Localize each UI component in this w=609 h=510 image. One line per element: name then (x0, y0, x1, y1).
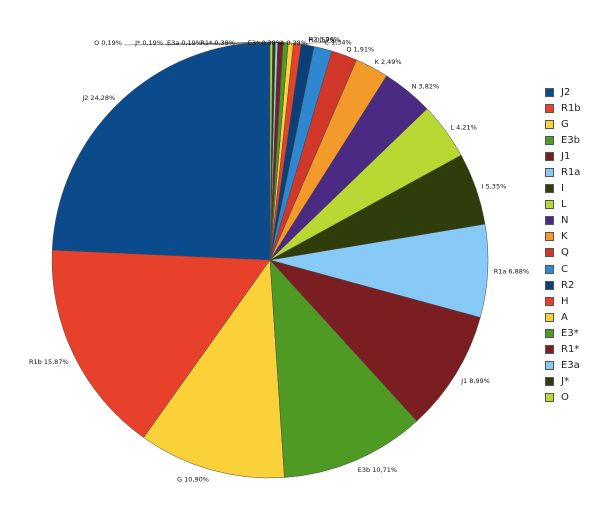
slice-label: R1a 6,88% (494, 267, 529, 275)
legend-label: R1a (561, 167, 581, 179)
leader-line (236, 42, 281, 46)
pie-slices (51, 41, 489, 479)
slice-label: R2 0,96% (309, 35, 340, 43)
legend-item: I (545, 181, 605, 197)
slice-label: R1* 0,38% (200, 39, 235, 47)
slice-label: C 1,34% (324, 39, 351, 47)
legend-swatch (545, 151, 554, 161)
legend-label: R2 (561, 279, 575, 291)
legend-label: N (561, 215, 569, 227)
slice-label: N 3,82% (412, 82, 440, 90)
legend-label: E3a (561, 360, 580, 372)
legend-item: E3b (545, 132, 605, 148)
legend-item: R1* (545, 342, 605, 358)
legend-swatch (545, 328, 554, 338)
legend-label: C (561, 263, 568, 275)
legend-item: R1b (545, 100, 605, 116)
leader-line (297, 41, 339, 44)
legend-label: J1 (561, 150, 571, 162)
slice-label: J2 24,28% (81, 94, 115, 102)
slice-label: G 10,90% (177, 476, 209, 484)
pie-slice-g (143, 259, 285, 479)
slice-labels: J2 24,28% R1b 15,87% G 10,90% E3b 10,71% J1 … (29, 35, 529, 483)
leader-lines (123, 41, 339, 46)
legend-item: E3a (545, 358, 605, 374)
legend-item: K (545, 229, 605, 245)
legend-swatch (545, 345, 554, 355)
legend-swatch (545, 280, 554, 290)
legend-label: G (561, 118, 569, 130)
legend-swatch (545, 200, 554, 210)
legend: J2 R1b G E3b J1 R1a I L N K Q C R2 H A E3* R1* E3a J* O (545, 84, 605, 406)
legend-item: C (545, 261, 605, 277)
legend-swatch (545, 119, 554, 129)
slice-label: J1 8,99% (460, 377, 490, 385)
legend-item: L (545, 197, 605, 213)
legend-item: J2 (545, 84, 605, 100)
legend-swatch (545, 168, 554, 178)
leader-line (290, 42, 310, 46)
legend-item: E3* (545, 325, 605, 341)
legend-swatch (545, 264, 554, 274)
legend-swatch (545, 103, 554, 113)
legend-label: E3b (561, 134, 581, 146)
pie-slice-r1b (51, 249, 271, 438)
legend-swatch (545, 377, 554, 387)
pie-slice-e3b (269, 259, 418, 478)
legend-item: H (545, 293, 605, 309)
legend-label: J2 (561, 86, 571, 98)
legend-swatch (545, 312, 554, 322)
leader-line (203, 41, 277, 46)
legend-swatch (545, 87, 554, 97)
legend-item: N (545, 213, 605, 229)
legend-item: R1a (545, 164, 605, 180)
legend-label: Q (561, 247, 569, 259)
legend-item: J1 (545, 148, 605, 164)
legend-label: O (561, 392, 569, 404)
legend-label: H (561, 295, 569, 307)
slice-label: K 2,49% (375, 58, 402, 66)
slice-label: E3a 0,19% (167, 39, 202, 47)
legend-label: K (561, 231, 568, 243)
slice-label: R1b 15,87% (29, 358, 69, 366)
legend-item: G (545, 116, 605, 132)
legend-item: Q (545, 245, 605, 261)
legend-swatch (545, 232, 554, 242)
legend-swatch (545, 393, 554, 403)
legend-label: L (561, 199, 567, 211)
slice-label: E3b 10,71% (358, 466, 397, 474)
legend-label: J* (561, 376, 569, 388)
legend-item: R2 (545, 277, 605, 293)
legend-item: O (545, 390, 605, 406)
legend-swatch (545, 296, 554, 306)
legend-item: J* (545, 374, 605, 390)
slice-label: Q 1,91% (346, 45, 374, 53)
slice-label: O 0,19% (94, 39, 122, 47)
slice-label: E3* 0,38% (248, 39, 282, 47)
legend-swatch (545, 135, 554, 145)
legend-label: R1b (561, 102, 581, 114)
legend-label: R1* (561, 344, 580, 356)
legend-label: E3* (561, 327, 579, 339)
slice-label: H 0,57% (308, 36, 336, 44)
slice-label: I 5,35% (482, 183, 507, 191)
leader-line (123, 41, 272, 46)
pie-slice-j2 (51, 41, 271, 261)
legend-label: A (561, 311, 568, 323)
legend-swatch (545, 184, 554, 194)
leader-line (283, 42, 286, 46)
slice-label: L 4,21% (450, 123, 476, 131)
pie-slice-j1 (269, 259, 481, 422)
legend-label: I (561, 183, 564, 195)
legend-swatch (545, 248, 554, 258)
slice-label: A 0,38% (280, 39, 307, 47)
legend-swatch (545, 361, 554, 371)
slice-label: J* 0,19% (134, 39, 163, 47)
legend-swatch (545, 216, 554, 226)
legend-item: A (545, 309, 605, 325)
